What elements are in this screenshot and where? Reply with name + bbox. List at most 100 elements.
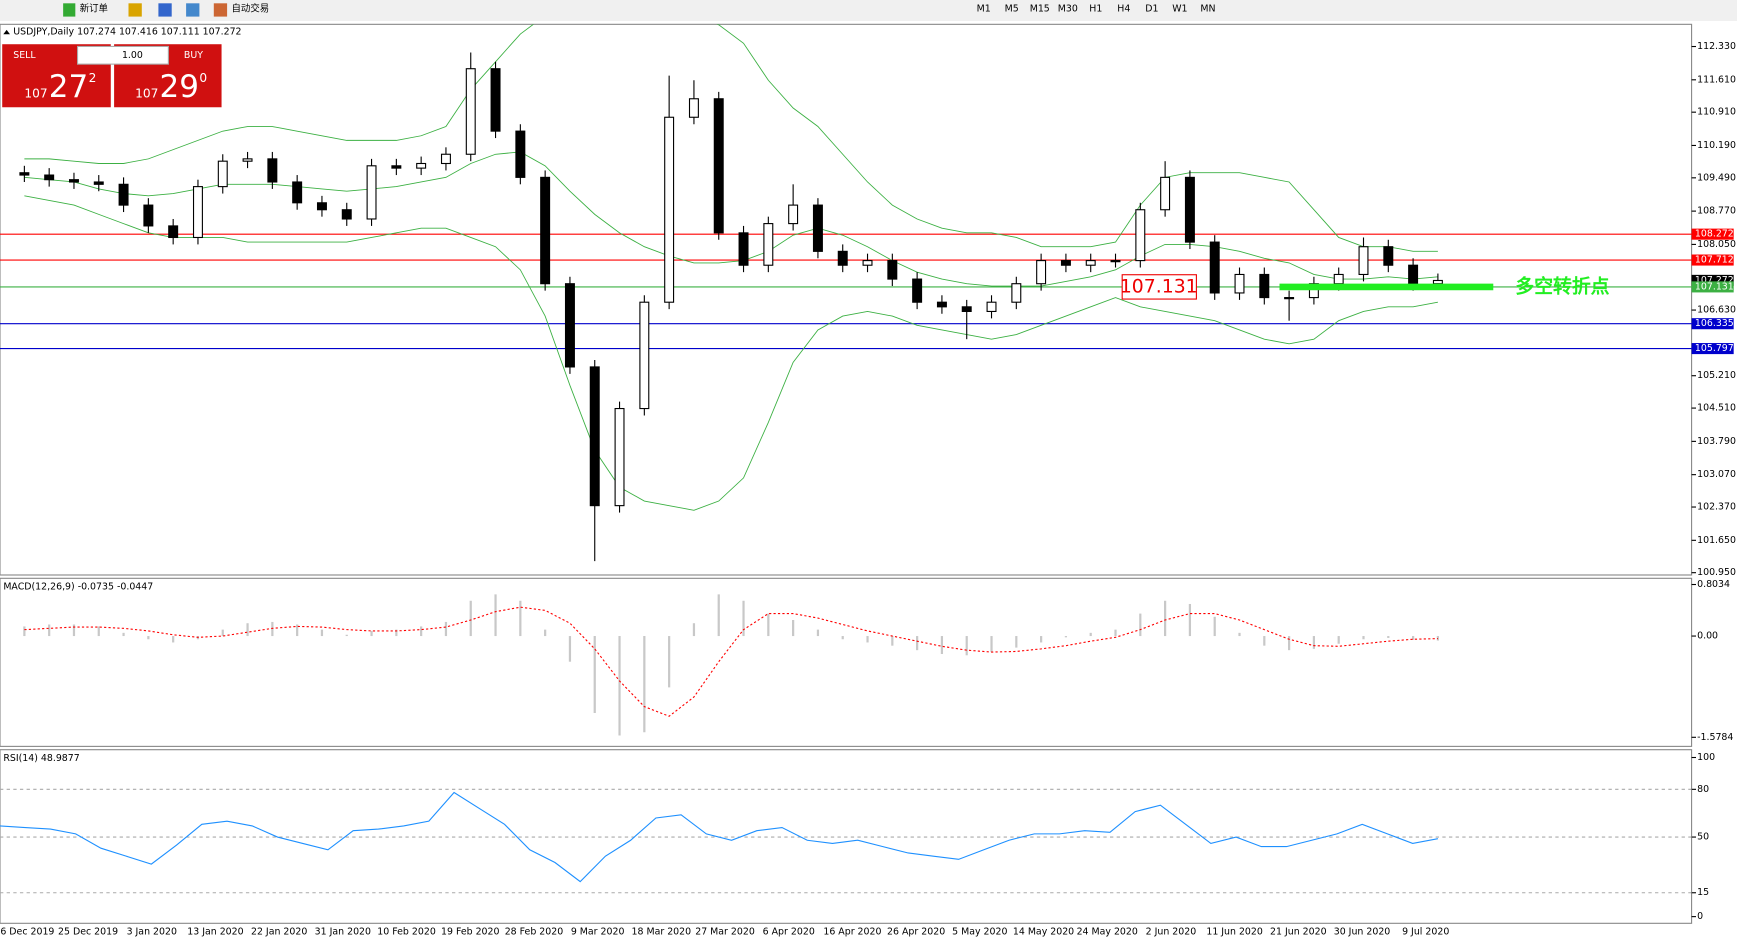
x-tick-label: 18 Mar 2020	[632, 927, 692, 938]
y-tick-label: 100.950	[1697, 567, 1736, 578]
x-tick-label: 16 Dec 2019	[0, 927, 54, 938]
buy-price-big: 107	[135, 86, 158, 100]
x-tick-label: 26 Apr 2020	[887, 927, 945, 938]
price-label: 106.335	[1695, 318, 1734, 329]
x-tick-label: 28 Feb 2020	[505, 927, 564, 938]
price-label-bg	[1691, 343, 1734, 355]
buy-label[interactable]: BUY	[184, 50, 203, 61]
candle-body	[143, 204, 154, 227]
x-tick-label: 27 Mar 2020	[695, 927, 755, 938]
timeframe[interactable]: M30	[1058, 3, 1078, 14]
timeframe[interactable]: M5	[1005, 3, 1019, 14]
y-tick-label: 0.8034	[1697, 579, 1730, 590]
y-tick-label: 102.370	[1697, 502, 1736, 513]
candle-body	[1184, 176, 1195, 243]
sell-label[interactable]: SELL	[13, 50, 36, 61]
candle-body	[688, 98, 699, 118]
rsi-panel	[0, 749, 1693, 924]
icon[interactable]	[128, 3, 142, 17]
candle-body	[68, 179, 79, 183]
candle-body	[1085, 260, 1096, 266]
timeframe[interactable]: M1	[977, 3, 991, 14]
y-tick-label: 111.610	[1697, 74, 1736, 85]
candle-body	[639, 301, 650, 410]
price-label-bg	[1691, 254, 1734, 266]
icon[interactable]	[186, 3, 200, 17]
lots-input[interactable]	[76, 45, 169, 65]
new-order-icon[interactable]	[63, 3, 76, 17]
buy-price-mid: 29	[160, 69, 199, 105]
bollinger-band	[24, 195, 1438, 511]
x-tick-label: 10 Feb 2020	[377, 927, 436, 938]
candle-body	[416, 162, 427, 169]
timeframe[interactable]: W1	[1172, 3, 1187, 14]
auto-trade-icon[interactable]	[213, 3, 228, 17]
candle-body	[1333, 273, 1344, 285]
x-tick-label: 5 May 2020	[952, 927, 1007, 938]
y-tick-label: 100	[1697, 752, 1715, 763]
lots[interactable]: 1.00	[122, 50, 143, 61]
candle-body	[1060, 260, 1071, 266]
candle-body	[217, 160, 228, 188]
x-tick-label: 9 Mar 2020	[571, 927, 625, 938]
timeframe[interactable]: D1	[1145, 3, 1158, 14]
candle-body	[316, 202, 327, 211]
new-order[interactable]: 新订单	[80, 2, 108, 14]
x-tick-label: 24 May 2020	[1077, 927, 1138, 938]
candle-body	[1011, 283, 1022, 303]
y-tick-label: 104.510	[1697, 403, 1736, 414]
macd-panel	[0, 577, 1693, 747]
x-tick-label: 6 Apr 2020	[763, 927, 815, 938]
chart-title: USDJPY,Daily 107.274 107.416 107.111 107…	[13, 27, 241, 38]
candle-body	[936, 301, 947, 308]
y-tick-label: 103.070	[1697, 469, 1736, 480]
timeframe[interactable]: H4	[1117, 3, 1130, 14]
candle-body	[19, 172, 30, 176]
price-label: 107.272	[1695, 275, 1734, 286]
candle-body	[1284, 297, 1295, 300]
x-tick-label: 9 Jul 2020	[1402, 927, 1449, 938]
price-box	[1121, 274, 1197, 300]
timeframe[interactable]: H1	[1089, 3, 1102, 14]
candle-body	[713, 98, 724, 234]
candle-body	[490, 68, 501, 132]
sell-price-sup: 2	[89, 71, 97, 85]
rsi-line	[0, 791, 1439, 883]
candle-body	[664, 116, 675, 303]
x-tick-label: 25 Dec 2019	[58, 927, 118, 938]
y-tick-label: 0	[1697, 911, 1703, 922]
candle-body	[812, 204, 823, 252]
x-tick-label: 11 Jun 2020	[1206, 927, 1263, 938]
y-tick-label: 80	[1697, 784, 1709, 795]
candle-body	[515, 130, 526, 178]
candle-body	[1209, 241, 1220, 294]
candle-body	[887, 260, 898, 280]
x-tick-label: 22 Jan 2020	[251, 927, 307, 938]
candle-body	[168, 225, 179, 239]
timeframe[interactable]: M15	[1030, 3, 1050, 14]
y-tick-label: -1.5784	[1697, 732, 1733, 743]
candle-body	[465, 68, 476, 155]
sell-price-big: 107	[24, 86, 47, 100]
x-tick-label: 30 Jun 2020	[1334, 927, 1391, 938]
candle-body	[292, 181, 303, 204]
x-tick-label: 19 Feb 2020	[441, 927, 500, 938]
toolbar	[0, 0, 1737, 22]
icon[interactable]	[158, 3, 172, 17]
candle-body	[192, 186, 203, 239]
candle-body	[242, 158, 253, 162]
timeframe[interactable]: MN	[1200, 3, 1215, 14]
candle-body	[1135, 209, 1146, 262]
price-label: 108.272	[1695, 229, 1734, 240]
candle-body	[341, 209, 352, 220]
candle-body	[93, 181, 104, 185]
candle-body	[440, 153, 451, 165]
candle-body	[912, 278, 923, 303]
candle-body	[1234, 273, 1245, 294]
candle-body	[540, 176, 551, 285]
candle-body	[391, 165, 402, 169]
candle-body	[961, 306, 972, 313]
auto-trade[interactable]: 自动交易	[232, 2, 270, 14]
y-tick-label: 109.490	[1697, 172, 1736, 183]
